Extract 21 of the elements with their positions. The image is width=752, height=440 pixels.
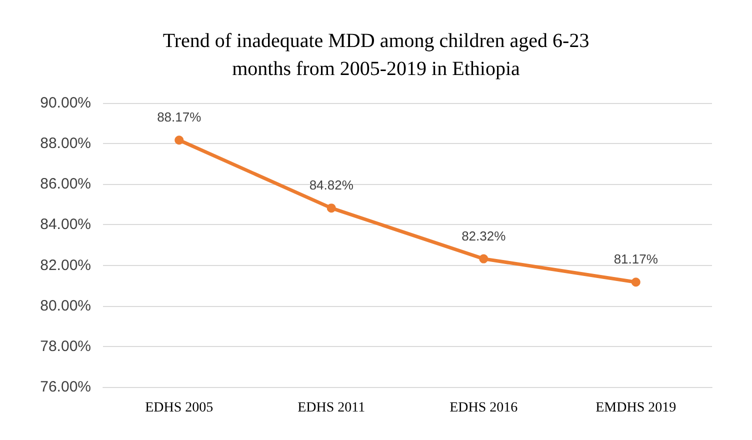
y-tick-label: 86.00% [40,176,91,193]
y-tick-label: 78.00% [40,338,91,355]
x-tick-label: EDHS 2005 [145,400,214,416]
y-tick-label: 84.00% [40,216,91,234]
x-tick-label: EMDHS 2019 [596,400,676,416]
point [326,204,336,213]
y-tick-label: 82.00% [40,256,91,274]
chart-title: Trend of inadequate MDD among children aged 6-23 months from 2005-2019 in Ethiopia [162,30,590,80]
y-tick-label: 80.00% [40,297,91,314]
y-tick-label: 90.00% [40,94,91,112]
point [479,254,488,264]
y-tick-label: 88.00% [40,135,91,152]
x-tick-label: EDHS 2016 [450,400,518,416]
data-label: 88.17% [157,110,202,125]
data-label: 81.17% [614,252,658,267]
y-tick-label: 76.00% [40,378,91,396]
point [631,278,640,287]
data-label: 82.32% [462,228,506,244]
point [174,136,184,145]
x-tick-label: EDHS 2011 [298,400,366,416]
data-label: 84.82% [309,178,354,193]
